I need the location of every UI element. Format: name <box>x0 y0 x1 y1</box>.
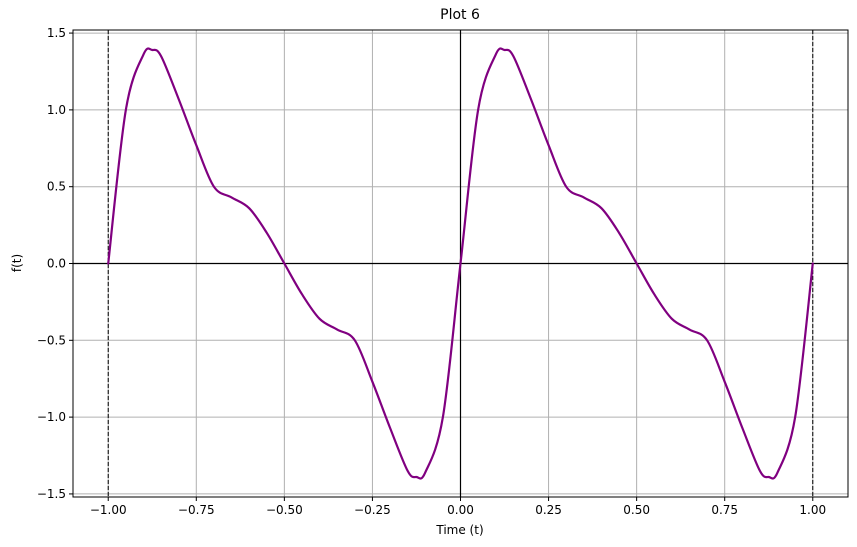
x-tick-label: 0.75 <box>711 503 738 517</box>
x-tick-label: −0.50 <box>266 503 303 517</box>
x-tick-label: 0.50 <box>623 503 650 517</box>
x-tick-label: 0.25 <box>535 503 562 517</box>
series-line <box>107 47 814 480</box>
series-layer <box>107 47 814 480</box>
y-tick-label: −1.0 <box>37 410 66 424</box>
x-tick-label: −0.25 <box>354 503 391 517</box>
y-tick-label: 1.0 <box>47 103 66 117</box>
y-tick-label: 1.5 <box>47 26 66 40</box>
chart-title: Plot 6 <box>440 7 480 23</box>
x-axis: −1.00 −0.75 −0.50 −0.25 0.00 0.25 0.50 0.75 1.00 <box>90 497 826 517</box>
y-axis-label: f(t) <box>10 254 24 272</box>
x-tick-label: −0.75 <box>178 503 215 517</box>
y-tick-label: 0.5 <box>47 180 66 194</box>
y-tick-label: 0.0 <box>47 257 66 271</box>
y-tick-label: −0.5 <box>37 333 66 347</box>
x-tick-label: −1.00 <box>90 503 127 517</box>
y-tick-label: −1.5 <box>37 487 66 501</box>
x-tick-label: 1.00 <box>799 503 826 517</box>
x-axis-label: Time (t) <box>435 523 483 537</box>
x-tick-label: 0.00 <box>447 503 474 517</box>
y-axis: −1.5 −1.0 −0.5 0.0 0.5 1.0 1.5 <box>37 26 73 501</box>
